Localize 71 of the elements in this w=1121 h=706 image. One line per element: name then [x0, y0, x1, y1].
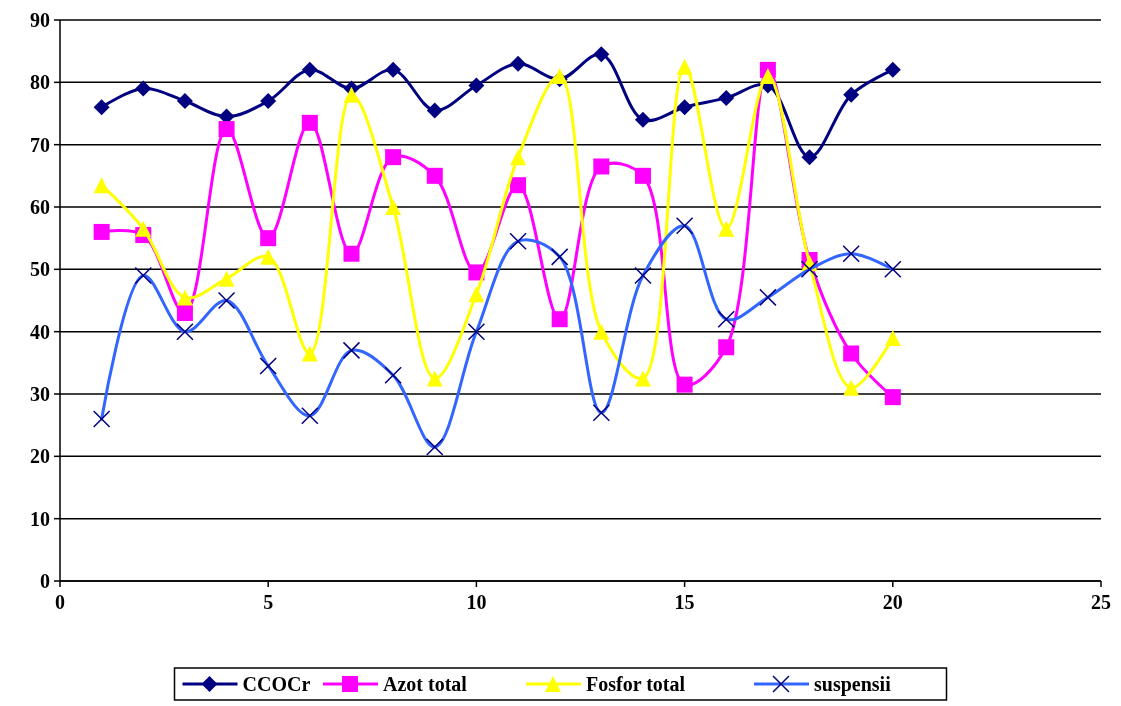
point	[135, 80, 152, 97]
point	[801, 149, 818, 166]
point	[260, 248, 277, 265]
point	[593, 46, 610, 63]
point	[718, 89, 735, 106]
point	[843, 379, 860, 396]
point	[260, 230, 277, 247]
y-tick-label: 90	[30, 9, 50, 31]
point	[718, 220, 735, 237]
x-tick-label: 15	[674, 591, 695, 613]
point	[343, 86, 360, 103]
y-tick-label: 40	[30, 320, 50, 343]
point	[301, 61, 318, 78]
point	[93, 177, 110, 194]
point	[884, 389, 901, 406]
point	[676, 99, 693, 116]
point	[343, 245, 360, 262]
point	[301, 114, 318, 131]
y-tick-label: 50	[30, 258, 50, 281]
legend-label: Azot total	[383, 673, 468, 695]
point	[718, 339, 735, 356]
point	[385, 199, 402, 215]
y-tick-label: 20	[30, 445, 50, 468]
point	[385, 149, 402, 166]
point	[884, 329, 901, 346]
x-tick-label: 10	[466, 591, 487, 613]
x-tick-label: 5	[263, 591, 274, 613]
point	[176, 304, 193, 321]
point	[93, 99, 110, 116]
point	[426, 370, 443, 387]
point	[551, 311, 568, 328]
y-tick-label: 0	[40, 570, 50, 592]
point	[468, 286, 485, 303]
y-tick-label: 80	[30, 71, 50, 94]
point	[510, 149, 527, 166]
y-tick-label: 70	[30, 133, 50, 156]
x-tick-label: 0	[55, 591, 65, 613]
point	[93, 223, 110, 240]
point	[634, 370, 651, 387]
point	[510, 55, 527, 72]
point	[385, 61, 402, 78]
point	[634, 167, 651, 184]
point	[843, 345, 860, 362]
legend-label: Fosfor total	[586, 673, 686, 695]
y-tick-label: 60	[30, 196, 50, 218]
point	[135, 220, 152, 237]
point	[301, 345, 318, 362]
point	[176, 93, 193, 110]
legend-label: suspensii	[814, 673, 892, 696]
point	[759, 68, 776, 85]
point	[676, 376, 693, 393]
x-tick-label: 25	[1091, 591, 1111, 613]
point	[843, 86, 860, 103]
y-tick-label: 30	[30, 383, 50, 405]
point	[634, 111, 651, 128]
x-tick-label: 20	[882, 591, 903, 613]
point	[468, 77, 485, 94]
point	[884, 61, 901, 78]
point	[468, 264, 485, 281]
point	[260, 93, 277, 110]
legend-label: CCOCr	[242, 673, 311, 695]
point	[593, 158, 610, 175]
point	[510, 177, 527, 194]
point	[426, 167, 443, 184]
point	[426, 102, 443, 119]
point	[676, 58, 693, 75]
point	[218, 121, 235, 138]
point	[218, 270, 235, 287]
y-tick-label: 10	[30, 507, 50, 530]
point	[176, 289, 193, 306]
point	[593, 323, 610, 340]
